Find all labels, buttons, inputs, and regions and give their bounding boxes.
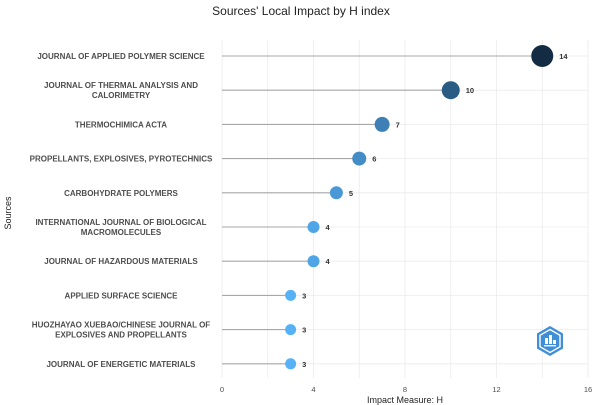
data-label: 3 — [302, 326, 306, 335]
lollipop-point — [352, 151, 367, 166]
data-label: 5 — [349, 189, 353, 198]
y-tick-label: HUOZHAYAO XUEBAO/CHINESE JOURNAL OF EXPLO… — [32, 321, 211, 340]
y-tick-label: THERMOCHIMICA ACTA — [75, 120, 167, 129]
lollipop-point — [374, 116, 390, 132]
data-label: 4 — [326, 257, 331, 266]
data-label: 4 — [326, 223, 331, 232]
data-label: 14 — [559, 52, 568, 61]
lollipop-point — [307, 221, 320, 233]
lollipop-points — [285, 45, 554, 370]
bibliometrix-logo-icon — [537, 326, 563, 356]
y-axis-tick-labels: JOURNAL OF APPLIED POLYMER SCIENCE JOURNA… — [30, 52, 213, 369]
x-tick-label: 8 — [403, 385, 407, 394]
x-axis-title: Impact Measure: H — [367, 395, 443, 405]
lollipop-point — [285, 324, 297, 336]
lollipop-point — [329, 186, 343, 200]
y-tick-label: APPLIED SURFACE SCIENCE — [65, 291, 179, 300]
y-tick-label: CARBOHYDRATE POLYMERS — [64, 189, 178, 198]
lollipop-point — [531, 45, 554, 67]
lollipop-point — [285, 289, 297, 301]
y-tick-label: JOURNAL OF ENERGETIC MATERIALS — [46, 360, 196, 369]
x-tick-label: 4 — [311, 385, 315, 394]
y-tick-label: JOURNAL OF THERMAL ANALYSIS AND CALORIMET… — [44, 81, 198, 100]
lollipop-point — [307, 255, 320, 268]
chart-title: Sources' Local Impact by H index — [212, 4, 390, 18]
data-label: 7 — [396, 120, 400, 129]
lollipop-point — [441, 81, 460, 100]
y-tick-label: JOURNAL OF APPLIED POLYMER SCIENCE — [37, 52, 205, 61]
x-axis-tick-labels: 0 4 8 12 16 — [220, 385, 592, 394]
data-label: 10 — [466, 86, 474, 95]
x-tick-label: 0 — [220, 385, 224, 394]
x-tick-label: 16 — [584, 385, 592, 394]
lollipop-point — [285, 358, 297, 370]
x-tick-label: 12 — [492, 385, 500, 394]
y-tick-label: INTERNATIONAL JOURNAL OF BIOLOGICAL MACRO… — [35, 218, 206, 237]
y-tick-label: PROPELLANTS, EXPLOSIVES, PYROTECHNICS — [30, 155, 213, 164]
lollipop-stems — [222, 55, 543, 365]
data-label: 3 — [302, 291, 306, 300]
data-label: 3 — [302, 360, 306, 369]
y-tick-label: JOURNAL OF HAZARDOUS MATERIALS — [44, 257, 198, 266]
data-label: 6 — [372, 155, 376, 164]
data-labels: 14 10 7 6 5 4 4 3 3 3 — [302, 52, 568, 369]
y-axis-title: Sources — [3, 196, 13, 230]
